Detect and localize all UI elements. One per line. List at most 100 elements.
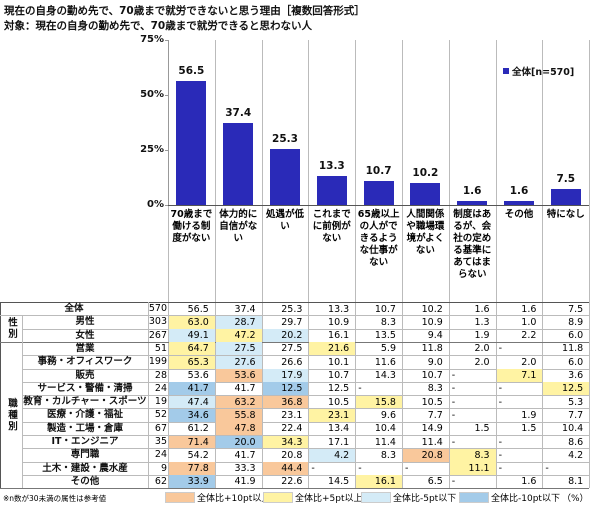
table-cell: 8.3 (380, 449, 396, 461)
row-line (22, 355, 590, 357)
table-cell: 1.5 (521, 423, 537, 435)
table-cell: 3.6 (568, 370, 584, 381)
y-tick-label: 75% (140, 34, 164, 45)
table-cell: 11.6 (374, 356, 396, 368)
category-label: 65歳以上の人ができるような仕事がない (357, 209, 400, 268)
table-cell: - (498, 383, 503, 395)
table-cell: - (451, 476, 456, 488)
table-cell: 55.8 (215, 408, 262, 422)
table-cell: 27.5 (281, 343, 303, 355)
table-cell: - (358, 463, 362, 475)
table-cell: 16.1 (328, 330, 350, 342)
table-cell: 41.9 (234, 476, 256, 488)
table-cell: 7.7 (427, 409, 443, 421)
legend-label: 全体比-10pt以下 (491, 494, 560, 505)
table-cell: 13.3 (328, 303, 350, 315)
row-n: 28 (154, 369, 167, 381)
table-cell: 65.3 (169, 355, 215, 369)
table-cell: 12.5 (262, 382, 309, 396)
table-cell: 34.3 (262, 435, 309, 449)
table-cell: 49.1 (169, 329, 215, 343)
table-cell: 15.8 (356, 395, 402, 409)
legend-swatch (263, 492, 293, 504)
table-cell: 1.6 (521, 476, 537, 488)
table-cell: 1.6 (521, 303, 537, 315)
group-label: 性別 (6, 317, 17, 341)
table-cell: 8.6 (568, 436, 584, 448)
row-n: 67 (154, 422, 167, 434)
table-cell: 54.2 (187, 449, 209, 461)
table-cell: 36.8 (262, 395, 309, 409)
y-axis (168, 40, 169, 205)
table-cell: 71.4 (169, 435, 215, 449)
table-cell: 37.4 (234, 303, 256, 315)
table-cell: 12.5 (328, 383, 350, 395)
bar (363, 181, 394, 205)
bar (410, 182, 441, 205)
y-tick-label: 0% (147, 199, 164, 210)
table-cell: 14.3 (374, 370, 396, 381)
bar (550, 188, 581, 205)
table-top (0, 302, 590, 303)
table-cell: 63.0 (169, 315, 215, 329)
row-n: 19 (154, 396, 167, 408)
table-cell: 9.4 (427, 330, 443, 342)
note: ※n数が30未満の属性は参考値 (3, 494, 107, 504)
table-cell: - (545, 463, 549, 475)
table-cell: 29.7 (281, 316, 303, 328)
row-line (22, 421, 590, 423)
row-n: 51 (154, 342, 167, 354)
table-cell: 10.9 (328, 316, 350, 328)
table-cell: 1.5 (474, 423, 490, 435)
row-n: 24 (154, 382, 167, 394)
table-cell: - (405, 463, 409, 475)
group-bottom (0, 341, 590, 343)
y-tick (165, 205, 168, 206)
row-n: 24 (154, 449, 167, 461)
legend-swatch (361, 492, 391, 504)
table-cell: 9.0 (427, 356, 443, 368)
row-label: サービス・警備・清掃 (37, 382, 133, 394)
bar (270, 149, 300, 205)
table-cell: 41.7 (234, 449, 256, 461)
table-cell: - (498, 463, 503, 475)
row-label: 男性 (75, 316, 95, 328)
y-tick (165, 150, 168, 151)
table-cell: 27.5 (215, 342, 262, 356)
category-label: 体力的に自信がない (219, 209, 258, 244)
table-cell: 11.8 (562, 343, 584, 355)
baseline (168, 205, 590, 206)
table-cell: 1.3 (474, 316, 490, 328)
column-line (402, 40, 403, 489)
table-cell: 23.1 (309, 408, 356, 422)
table-cell: 2.0 (474, 356, 490, 368)
row-label: 専門職 (70, 449, 100, 461)
row-label: 女性 (75, 329, 95, 341)
table-cell: - (451, 396, 456, 408)
table-cell: 13.4 (328, 423, 350, 435)
y-tick (165, 40, 168, 41)
row-line (22, 474, 590, 476)
legend-swatch (503, 68, 509, 74)
row-n: 52 (154, 409, 167, 421)
table-cell: - (498, 396, 503, 408)
table-cell: 20.8 (403, 448, 449, 462)
table-cell: - (451, 370, 456, 381)
bar (457, 201, 488, 205)
legend-label: 全体比-5pt以下 (393, 494, 457, 505)
table-cell: 8.1 (568, 476, 584, 488)
column-line (261, 40, 263, 489)
column-line (214, 40, 216, 489)
table-cell: 41.7 (169, 382, 215, 396)
table-cell: 6.0 (568, 330, 584, 342)
column-line (542, 40, 544, 489)
table-cell: 2.2 (521, 330, 537, 342)
table-cell: 10.5 (421, 396, 443, 408)
table-cell: 16.1 (356, 475, 402, 489)
row-n: 570 (148, 303, 167, 314)
table-cell: 11.8 (421, 343, 443, 355)
table-cell: - (498, 343, 503, 355)
column-line (495, 40, 497, 489)
table-cell: - (498, 449, 503, 461)
